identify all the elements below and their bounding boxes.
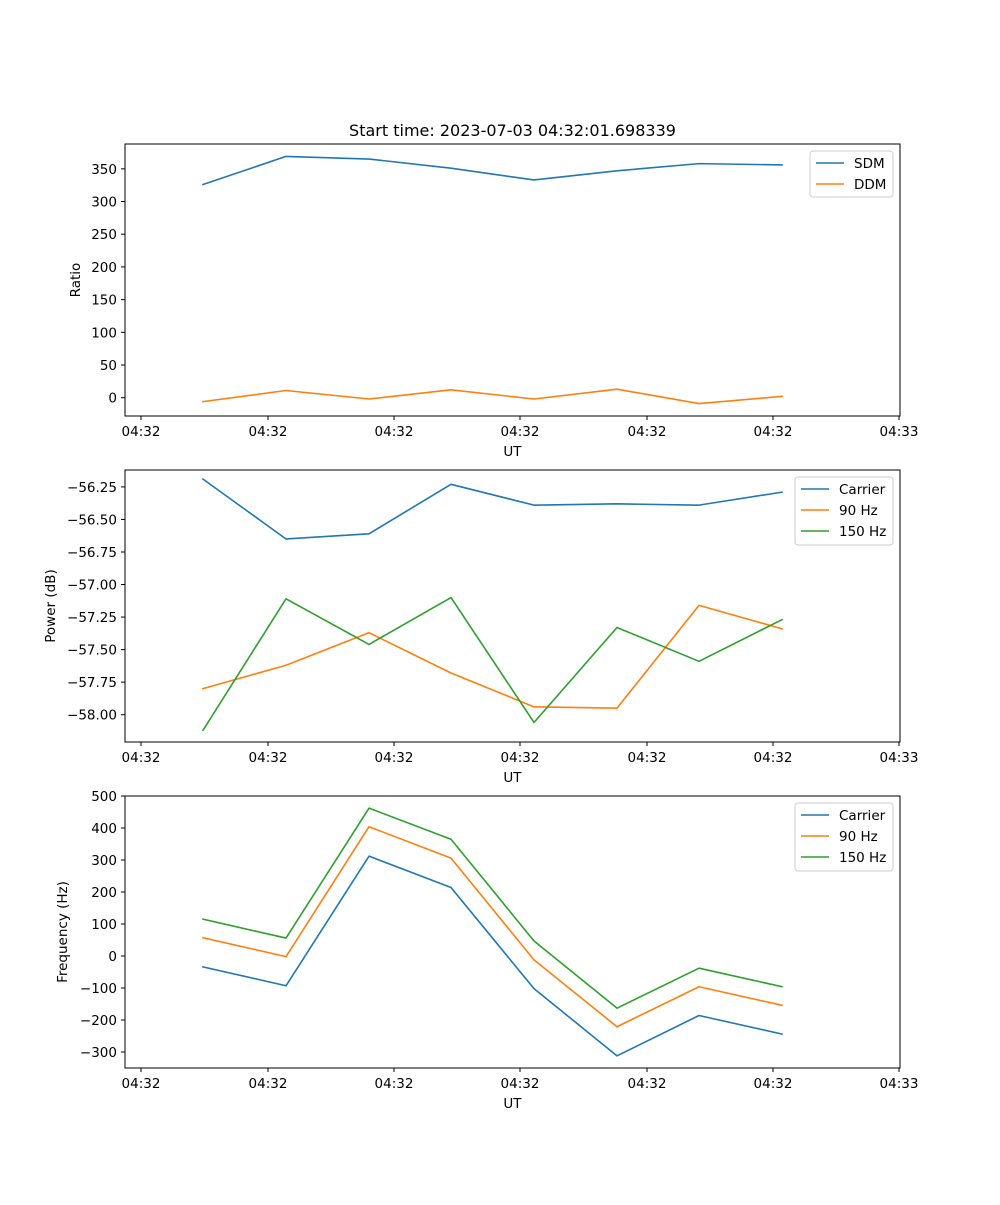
x-tick-label: 04:32 xyxy=(501,1076,540,1092)
series-line-sdm xyxy=(201,155,783,186)
legend-label: Carrier xyxy=(839,482,886,498)
y-tick-label: −56.75 xyxy=(67,545,117,561)
y-tick-label: 250 xyxy=(91,227,117,243)
legend-label: 90 Hz xyxy=(839,829,878,845)
subplot-2: −58.00 −57.75 −57.50 −57.25 −57.00 −56.75 −56.… xyxy=(43,469,919,786)
y-axis-label: Ratio xyxy=(68,263,84,298)
axes-frame xyxy=(124,795,901,1069)
x-axis-label: UT xyxy=(503,770,522,786)
y-tick-label: −57.75 xyxy=(67,675,117,691)
y-tick-label: 200 xyxy=(91,885,117,901)
legend-label: 90 Hz xyxy=(839,503,878,519)
x-tick-label: 04:32 xyxy=(249,1076,288,1092)
x-tick-label: 04:33 xyxy=(880,424,919,440)
subplot-1: 0 50 100 150 200 250 300 350 04:32 04:32 04:32 04:3… xyxy=(68,143,919,460)
x-tick-label: 04:32 xyxy=(628,750,667,766)
y-tick-label: 0 xyxy=(108,391,117,407)
y-tick-label: 200 xyxy=(91,260,117,276)
x-tick-label: 04:32 xyxy=(122,1076,161,1092)
series-line-carrier xyxy=(202,855,783,1057)
series-line-carrier xyxy=(201,477,783,540)
y-tick-label: 350 xyxy=(91,162,117,178)
y-tick-label: −57.25 xyxy=(67,610,117,626)
y-tick-label: 100 xyxy=(91,917,117,933)
x-tick-label: 04:33 xyxy=(880,750,919,766)
x-tick-label: 04:32 xyxy=(122,750,161,766)
series-line-ddm xyxy=(202,388,783,405)
x-tick-label: 04:33 xyxy=(880,1076,919,1092)
y-tick-label: 50 xyxy=(100,358,117,374)
y-tick-label: −300 xyxy=(80,1045,117,1061)
legend-label: DDM xyxy=(854,177,886,193)
y-tick-label: −57.50 xyxy=(67,643,117,659)
series-line-90-hz xyxy=(202,825,783,1028)
x-axis-label: UT xyxy=(503,1096,522,1112)
series-line-90-hz xyxy=(202,604,783,709)
legend-box xyxy=(794,802,894,872)
x-tick-label: 04:32 xyxy=(375,750,414,766)
x-tick-label: 04:32 xyxy=(501,424,540,440)
y-tick-label: −100 xyxy=(80,981,117,997)
y-tick-label: 400 xyxy=(91,821,117,837)
legend: Carrier 90 Hz 150 Hz xyxy=(794,802,894,872)
y-axis-label: Frequency (Hz) xyxy=(55,881,71,983)
series-line-150-hz xyxy=(202,807,783,1009)
x-tick-label: 04:32 xyxy=(501,750,540,766)
subplots: 0 50 100 150 200 250 300 350 04:32 04:32 04:32 04:3… xyxy=(43,143,919,1112)
y-tick-label: 150 xyxy=(91,293,117,309)
x-tick-label: 04:32 xyxy=(375,424,414,440)
legend-label: SDM xyxy=(854,156,885,172)
x-axis-label: UT xyxy=(503,444,522,460)
axes-frame xyxy=(124,469,901,743)
subplot-3: −300 −200 −100 0 100 200 300 400 500 04:32 04:32 04… xyxy=(55,789,918,1112)
y-tick-label: 500 xyxy=(91,789,117,805)
y-tick-label: 0 xyxy=(108,949,117,965)
legend-box xyxy=(794,476,894,546)
y-tick-label: 300 xyxy=(91,195,117,211)
y-axis-label: Power (dB) xyxy=(43,569,59,642)
legend-label: 150 Hz xyxy=(839,524,886,540)
x-tick-label: 04:32 xyxy=(754,1076,793,1092)
y-tick-label: −56.50 xyxy=(67,512,117,528)
x-tick-label: 04:32 xyxy=(249,750,288,766)
x-tick-label: 04:32 xyxy=(754,750,793,766)
legend: SDM DDM xyxy=(809,150,894,198)
y-tick-label: −58.00 xyxy=(67,708,117,724)
y-tick-label: −200 xyxy=(80,1013,117,1029)
legend: Carrier 90 Hz 150 Hz xyxy=(794,476,894,546)
axes-frame xyxy=(124,143,901,417)
figure-title: Start time: 2023-07-03 04:32:01.698339 xyxy=(349,121,676,140)
x-tick-label: 04:32 xyxy=(754,424,793,440)
x-tick-label: 04:32 xyxy=(375,1076,414,1092)
y-tick-label: 100 xyxy=(91,325,117,341)
legend-label: 150 Hz xyxy=(839,850,886,866)
legend-label: Carrier xyxy=(839,808,886,824)
x-tick-label: 04:32 xyxy=(122,424,161,440)
series-line-150-hz xyxy=(201,596,784,732)
x-tick-label: 04:32 xyxy=(628,424,667,440)
x-tick-label: 04:32 xyxy=(249,424,288,440)
y-tick-label: 300 xyxy=(91,853,117,869)
y-tick-label: −57.00 xyxy=(67,578,117,594)
x-tick-label: 04:32 xyxy=(628,1076,667,1092)
y-tick-label: −56.25 xyxy=(67,480,117,496)
